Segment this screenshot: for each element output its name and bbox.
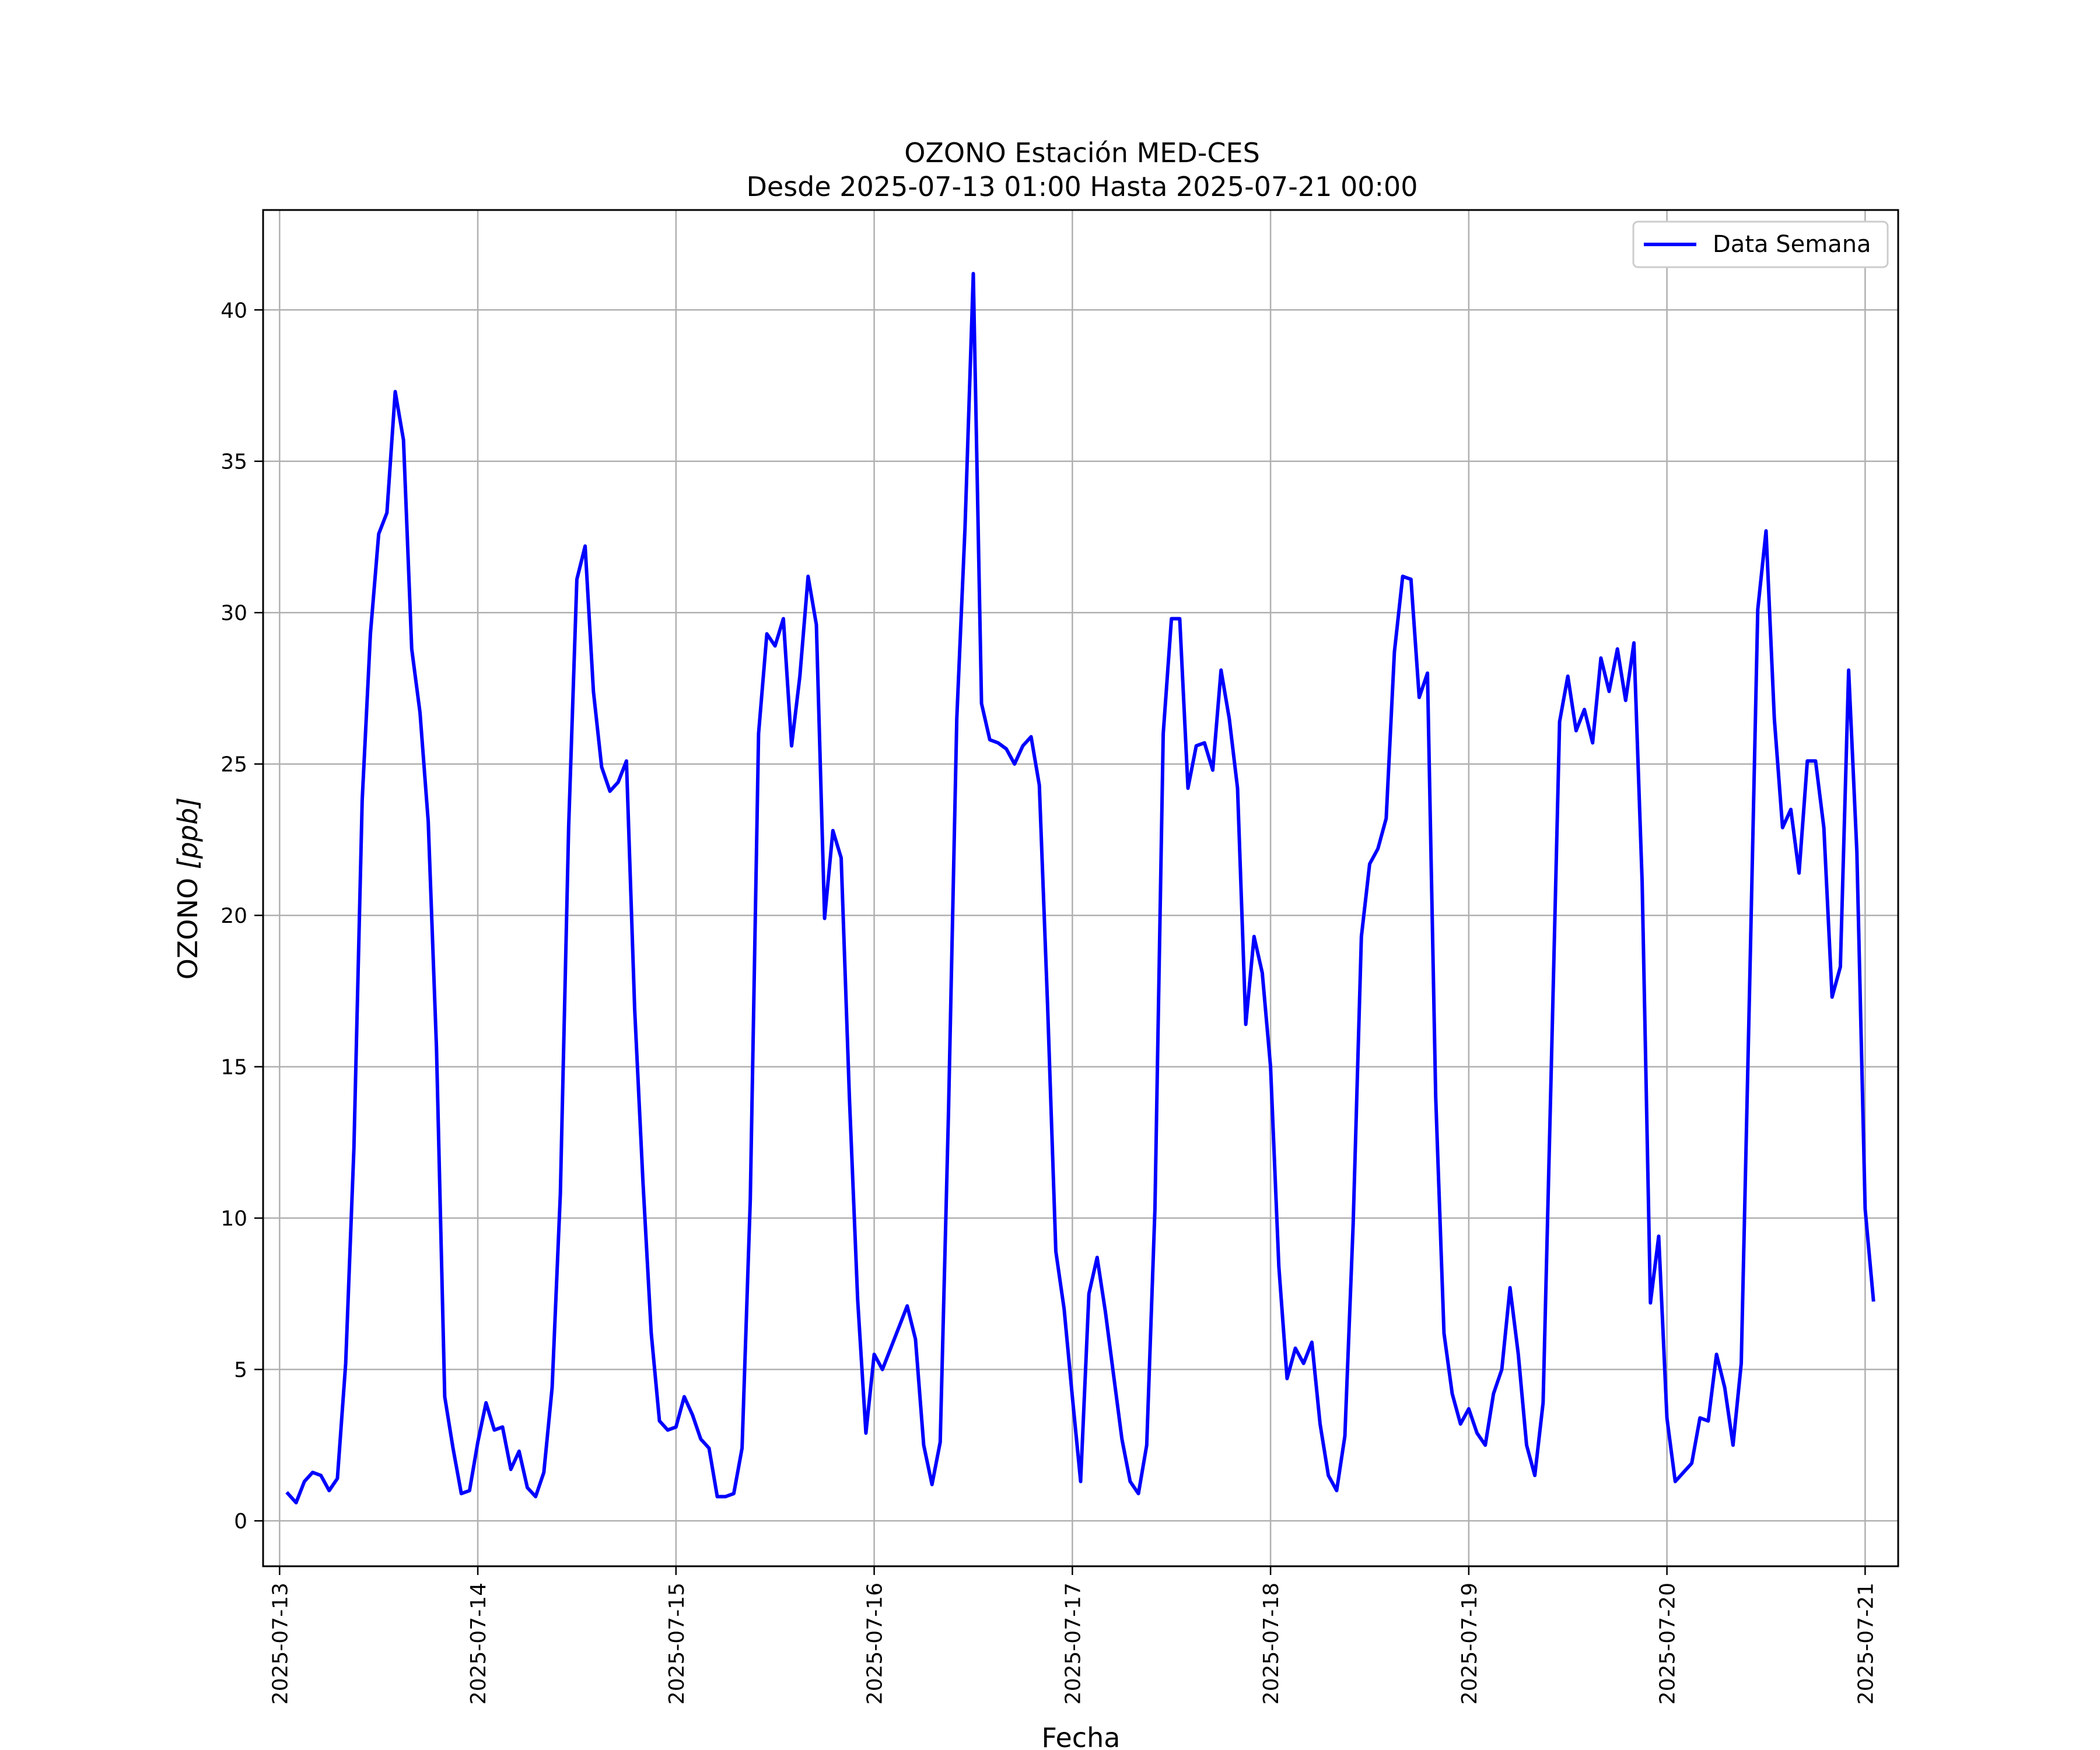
x-tick-label: 2025-07-16 — [863, 1583, 887, 1704]
y-tick-label: 30 — [220, 601, 247, 625]
series-line-data-semana — [285, 272, 1875, 1504]
x-tick-label: 2025-07-19 — [1458, 1583, 1482, 1704]
x-tick-label: 2025-07-21 — [1854, 1583, 1878, 1704]
y-tick-label: 5 — [234, 1359, 247, 1382]
x-tick-label: 2025-07-18 — [1259, 1583, 1283, 1704]
y-axis-title-unit: [ppb] — [172, 797, 204, 870]
legend-label-data-semana: Data Semana — [1713, 231, 1871, 258]
x-tick-label: 2025-07-14 — [467, 1583, 491, 1704]
y-tick-label: 40 — [220, 299, 247, 323]
tick-labels: 2025-07-13 2025-07-14 2025-07-15 2025-07-16… — [220, 299, 1878, 1704]
x-tick-label: 2025-07-20 — [1656, 1583, 1680, 1704]
y-tick-label: 25 — [220, 753, 247, 777]
y-tick-label: 0 — [234, 1510, 247, 1534]
plot-area-frame — [262, 209, 1899, 1567]
legend: Data Semana — [1632, 220, 1889, 268]
y-axis-title-main: OZONO — [172, 869, 204, 979]
legend-box — [1632, 220, 1889, 268]
y-tick-label: 15 — [220, 1056, 247, 1080]
y-tick-label: 20 — [220, 904, 247, 928]
y-axis-title: OZONO [ppb] — [172, 797, 204, 980]
y-tick-label: 10 — [220, 1207, 247, 1231]
chart-title: OZONO Estación MED-CES — [904, 137, 1260, 169]
chart-subtitle: Desde 2025-07-13 01:00 Hasta 2025-07-21 … — [746, 171, 1418, 202]
x-tick-label: 2025-07-17 — [1061, 1583, 1085, 1704]
axis-ticks — [254, 309, 1866, 1575]
grid-lines — [263, 210, 1898, 1566]
y-tick-label: 35 — [220, 450, 247, 474]
x-tick-label: 2025-07-15 — [665, 1583, 689, 1704]
x-axis-title: Fecha — [1042, 1722, 1121, 1750]
x-tick-label: 2025-07-13 — [268, 1583, 292, 1704]
